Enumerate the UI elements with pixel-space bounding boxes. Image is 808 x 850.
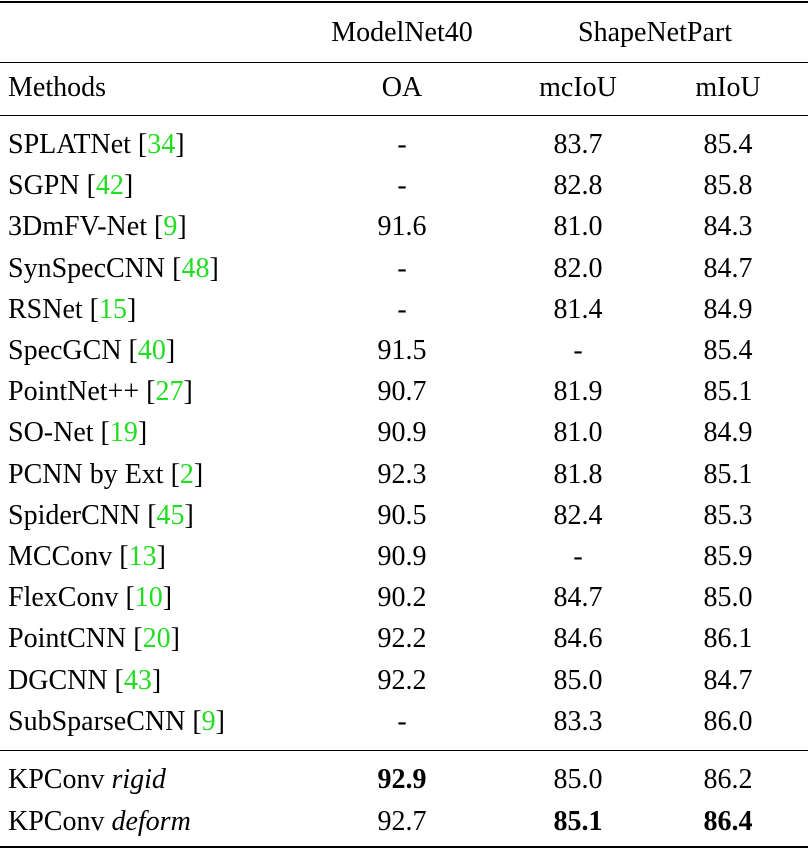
method-name: FlexConv [10] xyxy=(8,582,173,614)
method-name: KPConv rigid xyxy=(8,764,166,796)
score-cell: 91.6 xyxy=(377,211,427,243)
score-cell: 90.7 xyxy=(377,376,427,408)
score-cell: 82.0 xyxy=(553,252,603,284)
method-variant: deform xyxy=(111,806,191,837)
score-cell: 85.1 xyxy=(703,376,753,408)
column-header: Methods xyxy=(8,72,106,103)
score-cell: - xyxy=(397,129,407,160)
method-base: KPConv xyxy=(8,764,105,795)
method-name: KPConv deform xyxy=(8,806,191,838)
score-cell: 84.7 xyxy=(703,252,753,284)
score-cell: 86.0 xyxy=(703,705,753,737)
column-rule xyxy=(0,115,808,116)
score-cell: 92.7 xyxy=(377,806,427,837)
score-cell: 85.1 xyxy=(553,806,603,837)
citation[interactable]: 2 xyxy=(179,458,194,490)
method-name: SynSpecCNN [48] xyxy=(8,252,219,284)
citation[interactable]: 15 xyxy=(99,293,127,325)
citation[interactable]: 42 xyxy=(95,170,124,202)
score-cell: 84.3 xyxy=(703,211,753,243)
score-cell: 90.5 xyxy=(377,499,427,531)
method-name: SpecGCN [40] xyxy=(8,335,176,366)
score-cell: - xyxy=(397,252,407,284)
score-cell: 85.9 xyxy=(703,541,753,572)
citation[interactable]: 9 xyxy=(163,211,178,243)
method-name: SPLATNet [34] xyxy=(8,129,185,160)
score-cell: 85.1 xyxy=(703,458,753,490)
group-header: ModelNet40 xyxy=(331,17,473,48)
top-rule xyxy=(0,1,808,3)
method-name: PCNN by Ext [2] xyxy=(8,458,204,490)
method-variant: rigid xyxy=(111,764,166,795)
citation[interactable]: 10 xyxy=(134,582,163,614)
score-cell: 85.0 xyxy=(553,664,603,696)
score-cell: 81.8 xyxy=(553,458,603,490)
method-name: DGCNN [43] xyxy=(8,664,162,696)
score-cell: 84.7 xyxy=(553,582,603,614)
score-cell: 82.8 xyxy=(553,170,603,202)
method-name: RSNet [15] xyxy=(8,293,137,325)
score-cell: 92.2 xyxy=(377,664,427,696)
score-cell: 92.2 xyxy=(377,623,427,655)
score-cell: 86.1 xyxy=(703,623,753,655)
method-name: PointNet++ [27] xyxy=(8,376,193,408)
score-cell: 82.4 xyxy=(553,499,603,531)
method-name: PointCNN [20] xyxy=(8,623,180,655)
score-cell: 81.0 xyxy=(553,417,603,449)
score-cell: 86.4 xyxy=(703,806,753,837)
citation[interactable]: 27 xyxy=(155,376,184,408)
score-cell: - xyxy=(573,541,583,572)
score-cell: 90.9 xyxy=(377,417,427,449)
score-cell: 84.9 xyxy=(703,293,753,325)
method-name: SubSparseCNN [9] xyxy=(8,705,225,737)
score-cell: 85.3 xyxy=(703,499,753,531)
method-base: KPConv xyxy=(8,806,105,837)
score-cell: 84.9 xyxy=(703,417,753,449)
citation[interactable]: 9 xyxy=(201,705,216,737)
score-cell: 90.9 xyxy=(377,541,427,572)
citation[interactable]: 48 xyxy=(181,252,210,284)
score-cell: 85.4 xyxy=(703,129,753,160)
score-cell: 84.6 xyxy=(553,623,603,655)
score-cell: 90.2 xyxy=(377,582,427,614)
score-cell: 85.0 xyxy=(703,582,753,614)
group-header: ShapeNetPart xyxy=(578,17,732,48)
score-cell: 91.5 xyxy=(377,335,427,366)
citation[interactable]: 20 xyxy=(142,623,171,655)
score-cell: 83.3 xyxy=(553,705,603,737)
method-name: SO-Net [19] xyxy=(8,417,148,449)
method-name: SGPN [42] xyxy=(8,170,134,202)
method-name: SpiderCNN [45] xyxy=(8,499,194,531)
score-cell: 81.0 xyxy=(553,211,603,243)
score-cell: - xyxy=(397,293,407,325)
score-cell: 81.4 xyxy=(553,293,603,325)
citation[interactable]: 45 xyxy=(156,499,185,531)
citation[interactable]: 19 xyxy=(109,417,138,449)
ours-rule xyxy=(0,750,808,751)
score-cell: 85.0 xyxy=(553,764,603,795)
score-cell: 85.8 xyxy=(703,170,753,202)
score-cell: 84.7 xyxy=(703,664,753,696)
score-cell: 85.4 xyxy=(703,335,753,366)
score-cell: 86.2 xyxy=(703,764,753,795)
score-cell: - xyxy=(573,335,583,366)
column-header: mIoU xyxy=(695,72,761,103)
citation[interactable]: 40 xyxy=(137,335,166,366)
citation[interactable]: 43 xyxy=(123,664,152,696)
method-name: 3DmFV-Net [9] xyxy=(8,211,187,243)
score-cell: 83.7 xyxy=(553,129,603,160)
bottom-rule xyxy=(0,846,808,848)
method-name: MCConv [13] xyxy=(8,541,166,572)
column-header: mcIoU xyxy=(539,72,617,103)
citation[interactable]: 34 xyxy=(147,129,176,160)
score-cell: 92.9 xyxy=(377,764,427,795)
header-rule xyxy=(0,62,808,63)
score-cell: 81.9 xyxy=(553,376,603,408)
citation[interactable]: 13 xyxy=(128,541,157,572)
column-header: OA xyxy=(381,72,423,103)
score-cell: - xyxy=(397,705,407,737)
score-cell: - xyxy=(397,170,407,202)
score-cell: 92.3 xyxy=(377,458,427,490)
